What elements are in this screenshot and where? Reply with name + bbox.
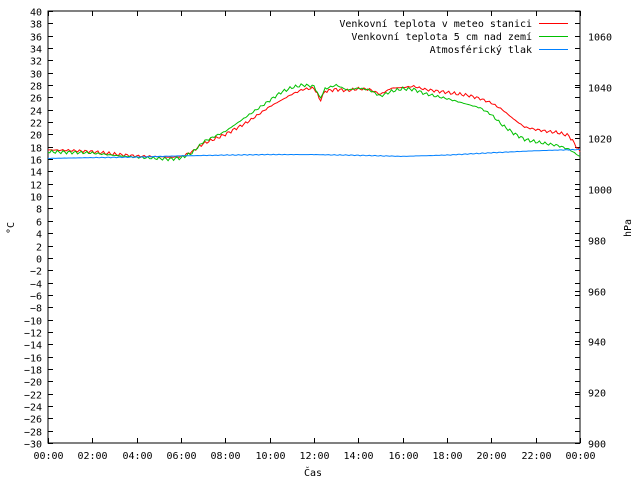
legend: Venkovní teplota v meteo staniciVenkovní… [339, 18, 568, 56]
y-tick-label: −26 [24, 415, 42, 426]
x-tick-label: 20:00 [476, 451, 506, 462]
y-tick-label: −12 [24, 329, 42, 340]
y-tick-label: −24 [24, 403, 42, 414]
x-tick-label: 08:00 [210, 451, 240, 462]
y-tick-label: −14 [24, 341, 42, 352]
y-tick-label: 4 [36, 230, 42, 241]
legend-entry-label: Atmosférický tlak [430, 44, 532, 56]
y-tick-label: 22 [30, 119, 42, 130]
y-tick-label: −10 [24, 317, 42, 328]
y2-tick-label: 1000 [588, 186, 612, 197]
y-tick-label: 20 [30, 131, 42, 142]
y-tick-label: −4 [30, 280, 42, 291]
y-tick-label: 38 [30, 20, 42, 31]
x-axis-label: Čas [304, 466, 322, 479]
y2-axis-label: hPa [623, 219, 634, 237]
y-tick-label: 32 [30, 57, 42, 68]
y2-tick-label: 1060 [588, 33, 612, 44]
y-tick-label: −16 [24, 354, 42, 365]
x-tick-label: 12:00 [299, 451, 329, 462]
y-tick-label: 28 [30, 82, 42, 93]
y-tick-label: 16 [30, 156, 42, 167]
y2-tick-label: 980 [588, 237, 606, 248]
legend-entry-label: Venkovní teplota 5 cm nad zemí [351, 31, 532, 43]
y-tick-label: −2 [30, 267, 42, 278]
y2-tick-label: 960 [588, 288, 606, 299]
x-tick-label: 10:00 [255, 451, 285, 462]
y-tick-label: 26 [30, 94, 42, 105]
series-line-3 [47, 148, 581, 160]
y2-tick-label: 900 [588, 440, 606, 451]
series-lines [47, 83, 581, 162]
y2-tick-label: 920 [588, 389, 606, 400]
y-tick-label: −28 [24, 428, 42, 439]
y-tick-label: −8 [30, 304, 42, 315]
x-tick-label: 00:00 [565, 451, 595, 462]
y-tick-label: 24 [30, 107, 42, 118]
x-tick-label: 14:00 [343, 451, 373, 462]
x-tick-label: 04:00 [122, 451, 152, 462]
y-axis-label: °C [6, 222, 17, 234]
y-tick-label: −30 [24, 440, 42, 451]
y-tick-label: 0 [36, 255, 42, 266]
y2-tick-label: 1020 [588, 135, 612, 146]
x-tick-label: 02:00 [77, 451, 107, 462]
x-tick-label: 18:00 [432, 451, 462, 462]
series-line-1 [48, 84, 581, 158]
y2-tick-label: 1040 [588, 84, 612, 95]
legend-entry-label: Venkovní teplota v meteo stanici [339, 18, 532, 30]
y-tick-label: −22 [24, 391, 42, 402]
y-tick-label: 8 [36, 205, 42, 216]
y-tick-label: −6 [30, 292, 42, 303]
y-tick-label: 18 [30, 144, 42, 155]
y-tick-label: 36 [30, 33, 42, 44]
y-tick-label: −18 [24, 366, 42, 377]
x-tick-label: 16:00 [388, 451, 418, 462]
y-tick-label: 34 [30, 45, 42, 56]
y-tick-label: 14 [30, 168, 42, 179]
x-tick-label: 00:00 [33, 451, 63, 462]
y2-tick-label: 940 [588, 338, 606, 349]
y-tick-label: 6 [36, 218, 42, 229]
y-tick-label: 2 [36, 243, 42, 254]
x-tick-label: 22:00 [521, 451, 551, 462]
x-tick-label: 06:00 [166, 451, 196, 462]
y-tick-label: 30 [30, 70, 42, 81]
y-tick-label: 40 [30, 8, 42, 19]
axis-ticks: −30−28−26−24−22−20−18−16−14−12−10−8−6−4−… [24, 8, 612, 463]
y-tick-label: 10 [30, 193, 42, 204]
y-tick-label: −20 [24, 378, 42, 389]
y-tick-label: 12 [30, 181, 42, 192]
